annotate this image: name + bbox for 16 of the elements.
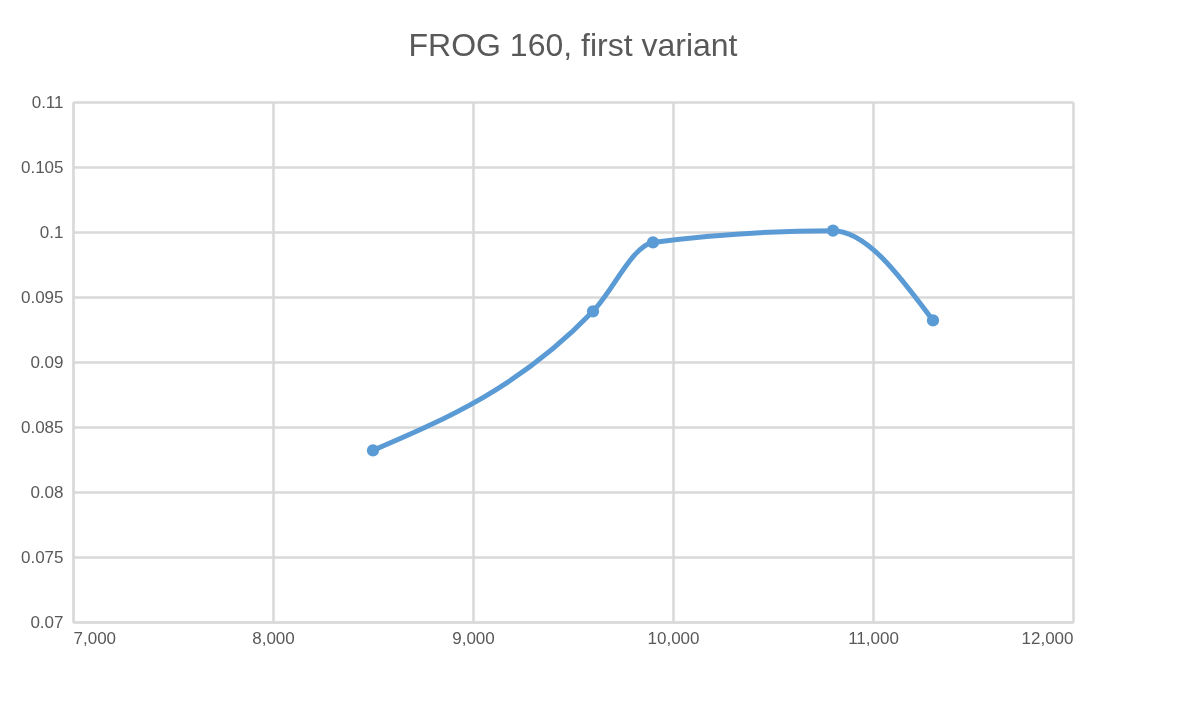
y-tick-label: 0.07: [30, 612, 64, 632]
chart-title: FROG 160, first variant: [408, 27, 738, 63]
x-tick-label: 12,000: [1021, 628, 1074, 648]
y-tick-label: 0.085: [20, 417, 64, 437]
x-tick-label: 9,000: [452, 628, 495, 648]
x-tick-label: 7,000: [73, 628, 117, 648]
x-tick-label: 8,000: [252, 628, 295, 648]
x-tick-label: 11,000: [848, 628, 899, 648]
y-tick-label: 0.075: [20, 547, 64, 567]
y-tick-label: 0.09: [30, 352, 64, 372]
y-tick-label: 0.1: [39, 222, 64, 242]
y-tick-label: 0.095: [20, 287, 64, 307]
y-tick-label: 0.105: [20, 157, 64, 177]
y-tick-label: 0.11: [31, 92, 64, 112]
y-tick-label: 0.08: [30, 482, 64, 502]
x-tick-label: 10,000: [647, 628, 700, 648]
